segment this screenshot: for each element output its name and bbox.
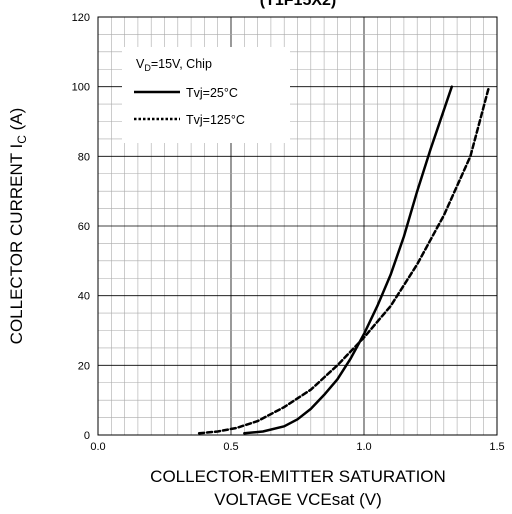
- legend: VD=15V, Chip Tvj=25°C Tvj=125°C: [122, 47, 290, 143]
- y-tick-label: 100: [72, 82, 90, 94]
- x-axis-label-line2: VOLTAGE VCEsat (V): [214, 490, 382, 509]
- y-tick-label: 60: [78, 221, 90, 233]
- legend-header: VD=15V, Chip: [136, 57, 212, 73]
- y-tick-label: 80: [78, 151, 90, 163]
- y-tick-label: 20: [78, 360, 90, 372]
- series-line-tvj25: [243, 85, 454, 435]
- tick-labels: 0.0 0.5 1.0 1.5 0 20 40 60 80 100 120: [72, 12, 505, 453]
- series-line-tvj125: [197, 85, 491, 435]
- legend-label-tvj25: Tvj=25°C: [186, 86, 238, 100]
- legend-label-tvj125: Tvj=125°C: [186, 113, 245, 127]
- x-tick-label: 1.5: [489, 441, 504, 453]
- legend-box: [122, 47, 290, 143]
- y-tick-label: 0: [84, 430, 90, 442]
- x-tick-label: 0.5: [223, 441, 238, 453]
- x-tick-label: 0.0: [90, 441, 105, 453]
- y-tick-label: 40: [78, 291, 90, 303]
- y-tick-label: 120: [72, 12, 90, 24]
- y-axis-label: COLLECTOR CURRENT IC (A): [7, 108, 29, 345]
- x-tick-label: 1.0: [356, 441, 371, 453]
- chart-title: (T1F15X2): [260, 0, 336, 9]
- series-layer: [197, 85, 491, 435]
- x-axis-label-line1: COLLECTOR-EMITTER SATURATION: [150, 467, 446, 486]
- plot-frame: [97, 16, 498, 436]
